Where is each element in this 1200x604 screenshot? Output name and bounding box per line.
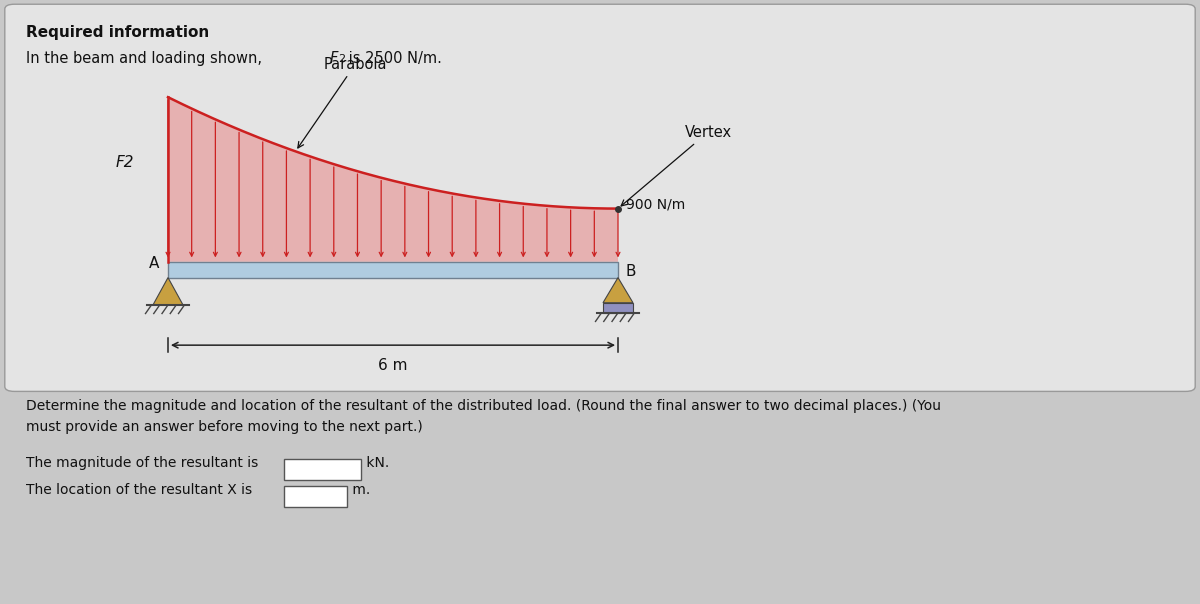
- Text: Vertex: Vertex: [622, 124, 732, 206]
- Polygon shape: [604, 278, 634, 303]
- Text: is 2500 N/m.: is 2500 N/m.: [344, 51, 443, 66]
- Polygon shape: [154, 278, 182, 305]
- Text: Determine the magnitude and location of the resultant of the distributed load. (: Determine the magnitude and location of …: [26, 399, 942, 413]
- Text: F2: F2: [115, 155, 134, 170]
- Text: The magnitude of the resultant is: The magnitude of the resultant is: [26, 456, 259, 470]
- Text: must provide an answer before moving to the next part.): must provide an answer before moving to …: [26, 420, 424, 434]
- Text: kN.: kN.: [362, 456, 390, 470]
- Text: 6 m: 6 m: [378, 358, 408, 373]
- Text: Required information: Required information: [26, 25, 210, 40]
- Text: F: F: [329, 51, 337, 66]
- Bar: [168, 262, 618, 278]
- Text: 2: 2: [338, 54, 344, 65]
- Text: B: B: [625, 263, 636, 278]
- Bar: [604, 303, 634, 313]
- Text: In the beam and loading shown,: In the beam and loading shown,: [26, 51, 268, 66]
- Text: Parabola: Parabola: [298, 57, 388, 148]
- Text: A: A: [149, 257, 158, 271]
- Text: m.: m.: [348, 483, 371, 497]
- Polygon shape: [168, 97, 618, 262]
- Text: The location of the resultant X is: The location of the resultant X is: [26, 483, 252, 497]
- Text: 900 N/m: 900 N/m: [625, 198, 685, 211]
